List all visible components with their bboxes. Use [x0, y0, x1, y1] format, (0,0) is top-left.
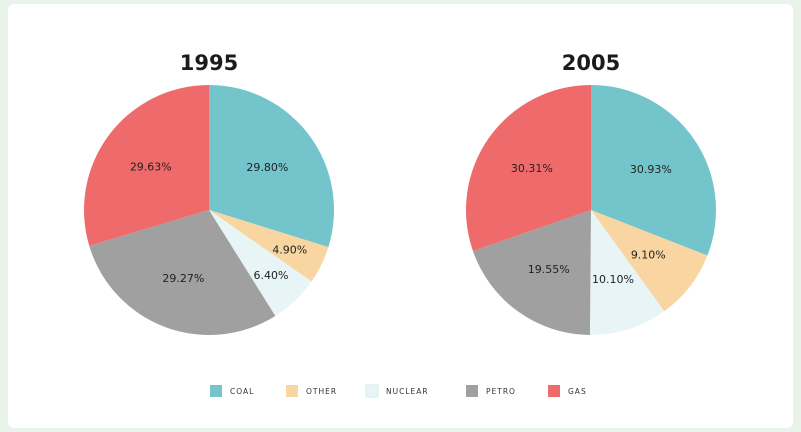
legend-item-nuclear: NUCLEAR: [365, 384, 429, 398]
slice-label-petro-2005: 19.55%: [528, 263, 570, 276]
slice-label-coal-2005: 30.93%: [630, 163, 672, 176]
pie-chart-1995: 1995 29.80% 4.90% 6.40% 29.27% 29.63%: [83, 51, 335, 335]
pies-group: 1995 29.80% 4.90% 6.40% 29.27% 29.63% 2005 30.9…: [83, 51, 716, 336]
pie-title-2005: 2005: [562, 51, 620, 75]
pie-title-1995: 1995: [180, 51, 238, 75]
legend-item-other: OTHER: [286, 385, 337, 397]
slice-nuclear-1995: [209, 210, 312, 316]
legend: COAL OTHER NUCLEAR PETRO GAS: [210, 384, 587, 398]
legend-swatch-petro: [466, 385, 478, 397]
slice-label-other-2005: 9.10%: [631, 248, 666, 261]
legend-swatch-coal: [210, 385, 222, 397]
slice-label-gas-2005: 30.31%: [511, 162, 553, 175]
slice-label-coal-1995: 29.80%: [246, 161, 288, 174]
legend-item-gas: GAS: [548, 385, 587, 397]
slice-petro-1995: [89, 210, 276, 335]
slice-coal-2005: [591, 85, 716, 256]
slice-label-other-1995: 4.90%: [272, 244, 307, 257]
slice-coal-1995: [209, 85, 335, 248]
legend-label-petro: PETRO: [486, 387, 516, 396]
legend-swatch-other: [286, 385, 298, 397]
legend-label-gas: GAS: [568, 387, 587, 396]
slice-gas-2005: [465, 85, 591, 251]
slice-gas-1995: [83, 85, 209, 246]
slice-label-nuclear-2005: 10.10%: [592, 273, 634, 286]
legend-label-nuclear: NUCLEAR: [386, 387, 429, 396]
slice-label-petro-1995: 29.27%: [162, 272, 204, 285]
legend-swatch-nuclear: [365, 384, 379, 398]
legend-item-coal: COAL: [210, 385, 254, 397]
legend-label-coal: COAL: [230, 387, 254, 396]
legend-item-petro: PETRO: [466, 385, 516, 397]
slice-nuclear-2005: [589, 210, 665, 336]
legend-label-other: OTHER: [306, 387, 337, 396]
slice-label-gas-1995: 29.63%: [130, 161, 172, 174]
slice-other-2005: [591, 210, 708, 312]
slice-other-1995: [209, 210, 329, 282]
slice-petro-2005: [472, 210, 591, 335]
slice-label-nuclear-1995: 6.40%: [254, 269, 289, 282]
legend-swatch-gas: [548, 385, 560, 397]
pie-chart-2005: 2005 30.93% 9.10% 10.10% 19.55% 30.31%: [465, 51, 716, 336]
